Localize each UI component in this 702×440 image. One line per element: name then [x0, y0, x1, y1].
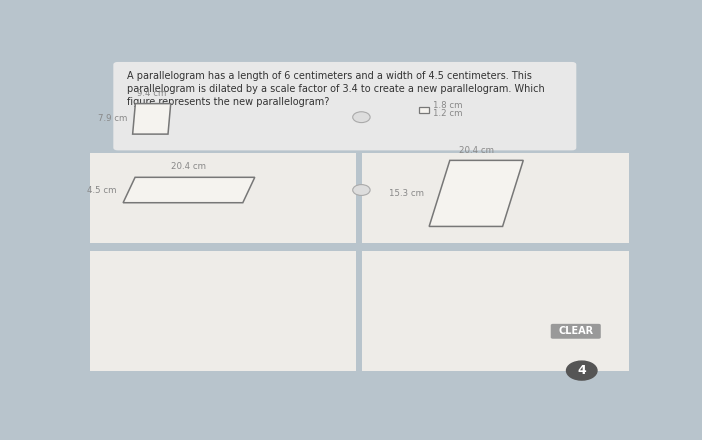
Circle shape [352, 112, 370, 123]
Text: 1.2 cm: 1.2 cm [433, 109, 463, 118]
Polygon shape [419, 106, 429, 113]
FancyBboxPatch shape [551, 324, 601, 339]
Text: 15.3 cm: 15.3 cm [389, 189, 424, 198]
Circle shape [352, 185, 370, 195]
FancyBboxPatch shape [113, 62, 576, 150]
Text: 9.4 cm: 9.4 cm [137, 89, 166, 98]
Bar [362, 251, 629, 371]
Polygon shape [429, 160, 523, 227]
Text: 20.4 cm: 20.4 cm [171, 162, 206, 171]
Bar [91, 153, 356, 242]
Text: CLEAR: CLEAR [558, 326, 593, 336]
Polygon shape [123, 177, 255, 203]
Polygon shape [133, 103, 171, 134]
Bar [362, 153, 629, 242]
Text: 1.8 cm: 1.8 cm [433, 101, 463, 110]
Text: 20.4 cm: 20.4 cm [458, 146, 494, 155]
Text: 4.5 cm: 4.5 cm [87, 186, 117, 194]
Text: 7.9 cm: 7.9 cm [98, 114, 127, 123]
Circle shape [567, 361, 597, 380]
Bar [91, 251, 356, 371]
Text: 4: 4 [577, 364, 586, 377]
Text: A parallelogram has a length of 6 centimeters and a width of 4.5 centimeters. Th: A parallelogram has a length of 6 centim… [128, 71, 545, 107]
